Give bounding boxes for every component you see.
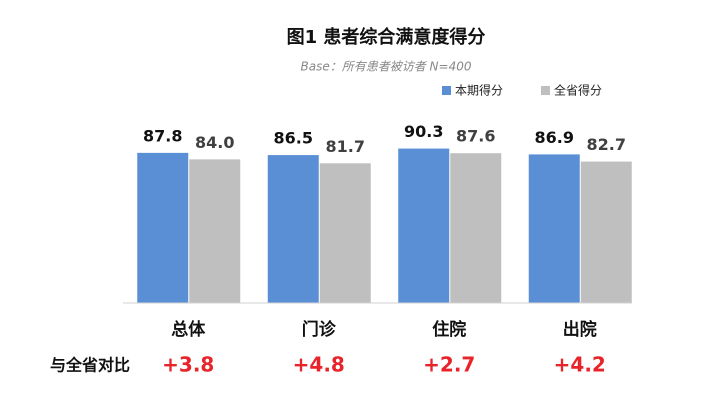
value-label: 82.7	[587, 135, 626, 154]
bar	[398, 148, 450, 303]
comparison-value: +4.8	[293, 353, 345, 377]
bar	[137, 152, 189, 303]
bar	[319, 163, 371, 303]
x-tick-label: 住院	[432, 319, 466, 340]
legend-swatch	[541, 86, 550, 95]
chart-title: 图1 患者综合满意度得分	[287, 26, 486, 48]
value-label: 87.8	[143, 126, 182, 145]
legend-label: 全省得分	[554, 83, 602, 98]
value-label: 87.6	[456, 127, 495, 146]
x-tick-label: 门诊	[302, 319, 337, 340]
value-label: 84.0	[195, 133, 234, 152]
bar	[267, 155, 319, 303]
bar	[189, 159, 241, 303]
value-label: 81.7	[326, 137, 365, 156]
comparison-value: +3.8	[162, 353, 214, 377]
bar	[580, 161, 632, 303]
comparison-value: +4.2	[554, 353, 606, 377]
chart-subtitle: Base：所有患者被访者 N=400	[301, 60, 472, 74]
bar	[528, 154, 580, 303]
legend-label: 本期得分	[455, 83, 503, 98]
comparison-label: 与全省对比	[50, 356, 130, 375]
x-tick-label: 出院	[563, 319, 597, 340]
value-label: 86.9	[535, 128, 574, 147]
comparison-value: +2.7	[423, 353, 475, 377]
bar	[450, 153, 502, 303]
value-label: 90.3	[404, 122, 443, 141]
value-label: 86.5	[274, 129, 313, 148]
x-tick-label: 总体	[171, 319, 206, 340]
legend-swatch	[442, 86, 451, 95]
